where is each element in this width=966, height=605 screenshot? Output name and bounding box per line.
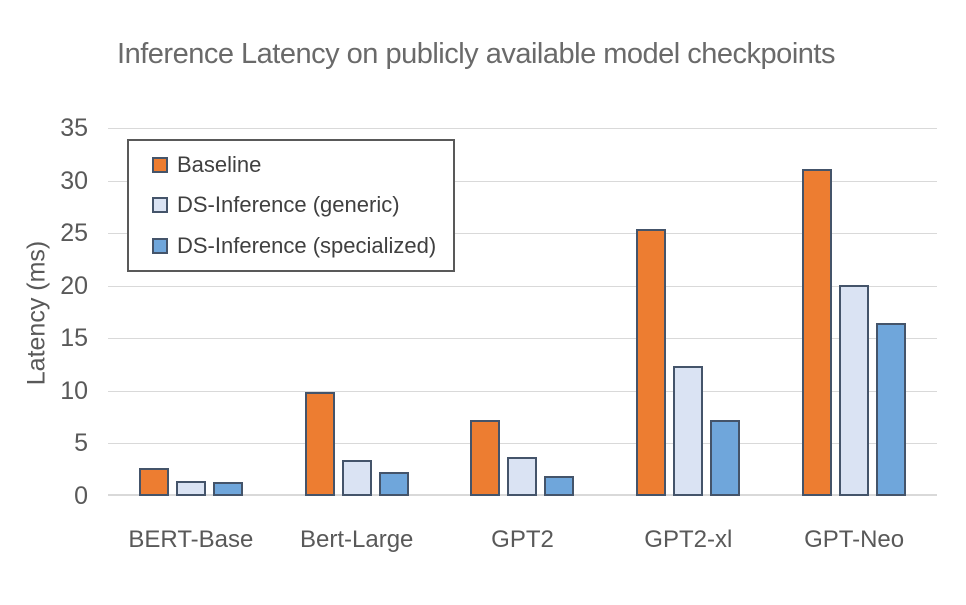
bar-DS-Inference (generic)-GPT-Neo (839, 285, 870, 496)
bar-Baseline-GPT2 (470, 420, 501, 496)
bar-DS-Inference (specialized)-Bert-Large (378, 472, 409, 496)
x-axis-label-GPT2-xl: GPT2-xl (644, 526, 733, 553)
legend-item-baseline: Baseline (152, 152, 443, 178)
legend-label-ds-inference-specialized: DS-Inference (specialized) (177, 232, 437, 258)
bar-Baseline-Bert-Large (304, 392, 335, 496)
bar-group-BERT-Base (108, 128, 274, 496)
x-axis-label-GPT2: GPT2 (491, 526, 554, 553)
y-axis-title: Latency (ms) (22, 240, 51, 386)
y-tick-label-35: 35 (60, 114, 88, 142)
gridline-15 (108, 338, 937, 340)
bar-DS-Inference (specialized)-BERT-Base (212, 482, 243, 496)
bar-group-GPT2-xl (605, 128, 771, 496)
bar-group-GPT-Neo (771, 128, 937, 496)
gridline-10 (108, 390, 937, 392)
legend-label-ds-inference-generic: DS-Inference (generic) (177, 192, 400, 218)
legend-label-baseline: Baseline (177, 152, 262, 178)
bar-Baseline-BERT-Base (138, 468, 169, 496)
bar-Baseline-GPT-Neo (802, 169, 833, 496)
gridline-30 (108, 180, 937, 182)
gridline-25 (108, 233, 937, 235)
gridline-5 (108, 443, 937, 445)
x-axis-label-Bert-Large: Bert-Large (299, 526, 414, 553)
legend-swatch-ds-inference-generic (152, 197, 168, 214)
x-axis-label-GPT-Neo: GPT-Neo (804, 526, 905, 553)
bar-Baseline-GPT2-xl (636, 229, 667, 496)
bar-DS-Inference (specialized)-GPT2 (544, 476, 575, 496)
legend-swatch-baseline (152, 157, 168, 174)
legend-swatch-ds-inference-specialized (152, 237, 168, 254)
gridline-35 (108, 128, 937, 129)
bar-group-Bert-Large (274, 128, 440, 496)
y-tick-label-0: 0 (74, 482, 88, 510)
bar-DS-Inference (specialized)-GPT-Neo (876, 323, 907, 496)
legend: Baseline DS-Inference (generic) DS-Infer… (127, 139, 455, 272)
bar-DS-Inference (generic)-Bert-Large (341, 460, 372, 496)
bar-group-GPT2 (440, 128, 606, 496)
x-axis-label-BERT-Base: BERT-Base (128, 526, 254, 553)
y-tick-label-25: 25 (60, 219, 88, 248)
bar-DS-Inference (generic)-BERT-Base (175, 481, 206, 496)
plot-area (108, 128, 937, 496)
legend-item-ds-inference-specialized: DS-Inference (specialized) (152, 233, 443, 259)
y-tick-label-15: 15 (60, 324, 88, 353)
chart-title: Inference Latency on publicly available … (117, 38, 835, 70)
bar-DS-Inference (generic)-GPT2-xl (673, 366, 704, 496)
y-tick-label-30: 30 (60, 166, 88, 195)
legend-item-ds-inference-generic: DS-Inference (generic) (152, 192, 443, 218)
bar-DS-Inference (specialized)-GPT2-xl (710, 420, 741, 496)
y-tick-label-20: 20 (60, 271, 88, 300)
y-tick-label-5: 5 (74, 429, 88, 458)
gridline-20 (108, 285, 937, 287)
y-tick-label-10: 10 (60, 376, 88, 405)
bar-DS-Inference (generic)-GPT2 (507, 457, 538, 496)
